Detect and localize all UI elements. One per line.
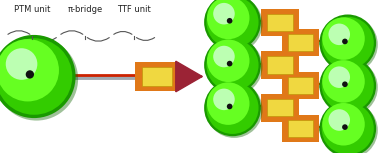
Ellipse shape	[0, 39, 59, 101]
Ellipse shape	[227, 61, 232, 66]
Ellipse shape	[206, 82, 259, 134]
Ellipse shape	[206, 39, 259, 91]
Ellipse shape	[322, 17, 374, 69]
Ellipse shape	[321, 16, 378, 73]
FancyBboxPatch shape	[282, 72, 319, 99]
FancyBboxPatch shape	[267, 14, 293, 31]
Ellipse shape	[207, 39, 249, 82]
Ellipse shape	[206, 38, 262, 95]
Ellipse shape	[342, 124, 348, 130]
FancyBboxPatch shape	[282, 29, 319, 56]
Ellipse shape	[319, 100, 376, 153]
FancyBboxPatch shape	[288, 77, 313, 94]
Ellipse shape	[6, 48, 37, 80]
Ellipse shape	[0, 38, 72, 115]
Ellipse shape	[322, 103, 365, 146]
Ellipse shape	[204, 80, 261, 136]
Ellipse shape	[227, 18, 232, 24]
Ellipse shape	[0, 37, 78, 121]
FancyBboxPatch shape	[261, 51, 299, 79]
FancyBboxPatch shape	[135, 62, 179, 91]
FancyBboxPatch shape	[282, 115, 319, 142]
Ellipse shape	[207, 0, 249, 39]
Ellipse shape	[322, 60, 365, 103]
FancyBboxPatch shape	[267, 99, 293, 116]
Ellipse shape	[206, 0, 262, 52]
Text: PTM unit: PTM unit	[14, 5, 50, 14]
FancyBboxPatch shape	[261, 9, 299, 36]
FancyBboxPatch shape	[142, 67, 172, 86]
Ellipse shape	[207, 82, 249, 125]
Ellipse shape	[328, 109, 350, 131]
Ellipse shape	[213, 3, 235, 24]
Ellipse shape	[328, 66, 350, 88]
Ellipse shape	[322, 103, 374, 153]
Ellipse shape	[328, 24, 350, 45]
Ellipse shape	[213, 46, 235, 67]
Ellipse shape	[0, 35, 76, 118]
Ellipse shape	[342, 39, 348, 44]
Ellipse shape	[321, 59, 378, 116]
Text: π-bridge: π-bridge	[67, 5, 103, 14]
Ellipse shape	[206, 0, 259, 48]
FancyBboxPatch shape	[261, 94, 299, 121]
FancyBboxPatch shape	[267, 56, 293, 74]
Ellipse shape	[204, 0, 261, 50]
FancyBboxPatch shape	[288, 120, 313, 137]
FancyBboxPatch shape	[288, 34, 313, 51]
Ellipse shape	[319, 15, 376, 71]
Ellipse shape	[213, 89, 235, 110]
Ellipse shape	[206, 81, 262, 138]
Ellipse shape	[227, 104, 232, 109]
Polygon shape	[176, 61, 202, 92]
Ellipse shape	[321, 102, 378, 153]
Ellipse shape	[319, 57, 376, 114]
Ellipse shape	[322, 60, 374, 112]
Ellipse shape	[26, 70, 34, 79]
Ellipse shape	[204, 37, 261, 93]
Text: TTF unit: TTF unit	[117, 5, 151, 14]
Ellipse shape	[342, 81, 348, 87]
Ellipse shape	[322, 17, 365, 60]
